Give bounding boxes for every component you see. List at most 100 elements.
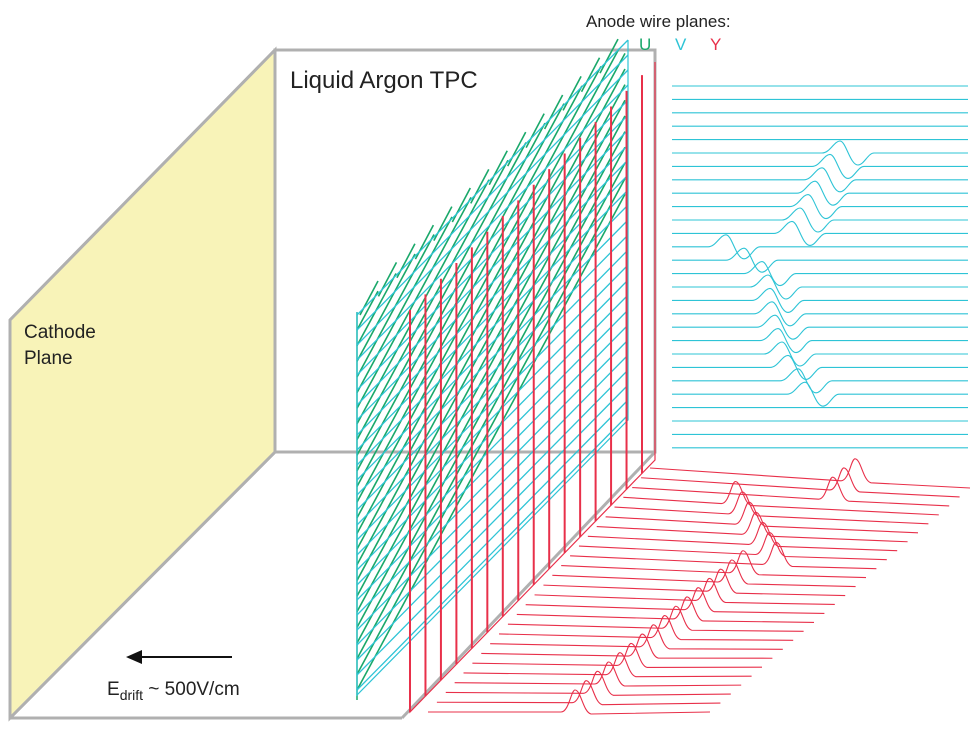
v-waveform	[672, 301, 968, 327]
u-wire	[470, 169, 490, 204]
drift-arrow-head	[126, 650, 142, 664]
u-wire	[488, 150, 508, 186]
y-waveform	[507, 605, 804, 632]
y-waveform	[543, 568, 846, 597]
v-waveform	[672, 314, 968, 340]
y-waveform	[436, 680, 721, 706]
v-waveform	[672, 381, 968, 407]
v-waveform	[672, 207, 968, 233]
v-waveform	[672, 287, 968, 313]
y-plane-edge	[409, 62, 656, 714]
y-waveform	[623, 480, 939, 516]
y-waveform	[481, 633, 773, 659]
v-waveform	[672, 194, 968, 220]
y-waveform	[641, 467, 960, 498]
y-waveform	[454, 661, 742, 687]
u-wire	[525, 113, 545, 148]
y-waveform	[445, 670, 731, 696]
u-wire	[356, 159, 509, 440]
y-waveform	[552, 559, 856, 588]
y-waveform	[463, 652, 752, 678]
u-wire	[356, 52, 626, 550]
cathode-plane	[8, 46, 277, 722]
v-wire	[356, 339, 629, 616]
drift-field-label: Edrift ~ 500V/cm	[107, 679, 240, 703]
v-wire	[356, 279, 629, 556]
legend-label-u: U	[639, 35, 651, 54]
y-waveform	[490, 624, 783, 650]
v-waveform	[672, 341, 968, 367]
v-waveform	[672, 153, 968, 179]
tpc-title: Liquid Argon TPC	[290, 67, 478, 94]
v-waveform	[672, 354, 968, 380]
legend-heading: Anode wire planes:	[586, 12, 731, 31]
v-plane-edge	[356, 40, 629, 697]
drift-field-value: ~ 500V/cm	[143, 679, 240, 700]
v-wire	[356, 384, 629, 661]
legend-label-y: Y	[710, 35, 721, 54]
v-wire	[356, 294, 629, 571]
y-waveform	[570, 541, 877, 570]
y-waveform	[632, 476, 950, 507]
y-waveform	[614, 491, 929, 525]
y-waveform	[516, 596, 815, 623]
y-waveform	[561, 550, 867, 579]
u-wire	[506, 131, 527, 167]
v-wire	[356, 129, 629, 406]
y-waveform	[605, 501, 919, 534]
v-wire	[356, 54, 629, 331]
u-wire	[356, 253, 416, 362]
y-waveform	[428, 689, 711, 715]
y-waveform	[578, 531, 887, 561]
v-wire	[356, 99, 629, 376]
drift-field-subscript: drift	[120, 687, 143, 703]
cathode-label-line2: Plane	[24, 348, 73, 369]
u-wire	[451, 187, 472, 223]
y-waveform	[534, 577, 835, 606]
v-wire	[356, 234, 629, 511]
y-waveform	[649, 458, 971, 489]
u-wire	[543, 94, 564, 130]
y-waveform	[525, 587, 825, 614]
u-wire	[356, 66, 602, 519]
v-wire	[356, 264, 629, 541]
v-wire	[356, 414, 629, 691]
v-wire	[356, 69, 629, 346]
v-wire	[356, 369, 629, 646]
v-waveform	[672, 234, 968, 260]
v-wire	[356, 204, 629, 481]
v-wire	[356, 249, 629, 526]
v-wire	[356, 174, 629, 451]
v-waveform	[672, 220, 968, 246]
v-waveform	[672, 167, 968, 193]
v-waveform	[672, 180, 968, 206]
u-wire	[580, 57, 601, 93]
y-waveform	[499, 614, 794, 641]
y-wire-plane	[409, 62, 656, 714]
u-wire	[356, 216, 453, 393]
tpc-box-bottom-edge-right	[400, 450, 657, 720]
u-wire	[599, 38, 619, 74]
v-waveform	[672, 140, 968, 166]
v-wire	[356, 84, 629, 361]
u-wire	[433, 206, 453, 241]
v-waveform	[672, 261, 968, 287]
drift-arrow	[126, 650, 232, 664]
v-wire	[356, 39, 629, 316]
v-wire	[356, 144, 629, 421]
drift-field-symbol: E	[107, 679, 120, 700]
v-waveform	[672, 368, 968, 394]
v-waveform	[672, 328, 968, 354]
v-wire	[356, 189, 629, 466]
y-plane-waveforms	[428, 458, 971, 715]
v-wire	[356, 354, 629, 631]
y-waveform	[587, 521, 898, 552]
v-wire	[356, 399, 629, 676]
v-waveform	[672, 247, 968, 273]
v-wire	[356, 309, 629, 586]
v-wire	[356, 324, 629, 601]
u-wire	[562, 76, 582, 111]
v-plane-waveforms	[672, 85, 968, 449]
cathode-label-line1: Cathode	[24, 322, 96, 343]
